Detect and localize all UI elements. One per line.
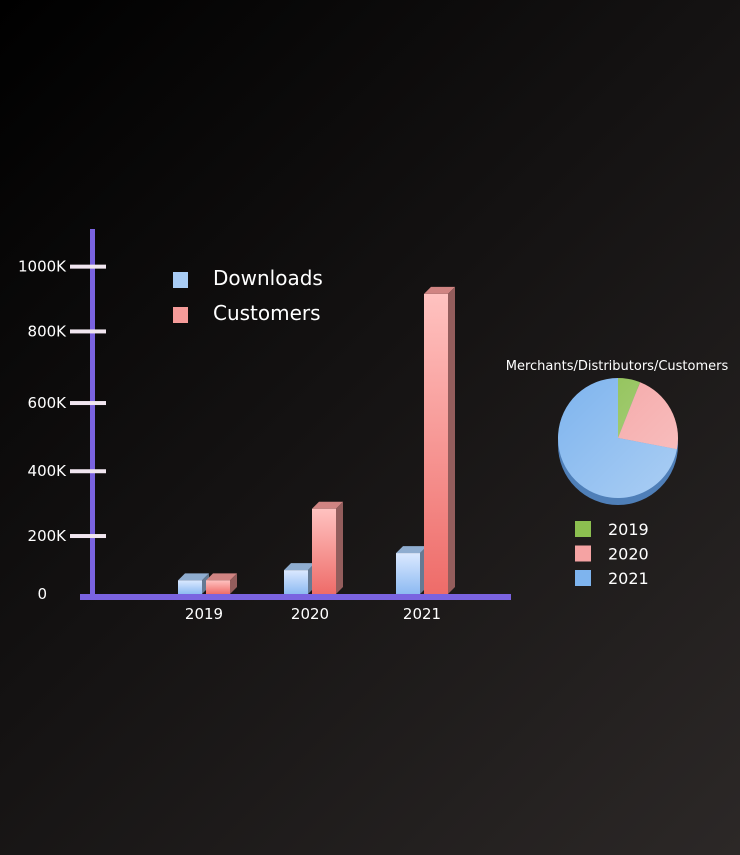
bar-downloads-2019 [178, 573, 209, 594]
y-axis-ticks: 0 200K 400K 600K 800K 1000K [18, 258, 106, 603]
pie-legend-swatch-2021 [575, 570, 591, 586]
pie-chart: Merchants/Distributors/Customers 2019 202… [506, 359, 729, 588]
bar-legend: Downloads Customers [173, 266, 323, 325]
pie-legend-swatch-2020 [575, 545, 591, 562]
x-tick-label: 2021 [403, 605, 441, 623]
bar-downloads-2020 [284, 563, 315, 594]
bar-customers-2019 [206, 573, 237, 594]
legend-label-downloads: Downloads [213, 266, 323, 290]
x-tick-label: 2020 [291, 605, 329, 623]
y-tick-mark [70, 401, 106, 406]
y-tick-mark [70, 264, 106, 269]
y-tick-label: 1000K [18, 258, 67, 276]
pie-legend-swatch-2019 [575, 521, 591, 537]
y-tick-label: 800K [28, 322, 68, 340]
bar-customers-2021 [424, 286, 455, 594]
pie-highlight [558, 378, 678, 498]
legend-swatch-customers [173, 307, 188, 323]
y-axis-line [90, 229, 95, 599]
x-axis-labels: 2019 2020 2021 [185, 605, 441, 623]
pie-legend-label-2021: 2021 [608, 569, 649, 588]
y-tick-label: 0 [37, 585, 47, 603]
y-tick-label: 200K [28, 527, 68, 545]
bar-customers-2020 [312, 501, 343, 594]
y-tick-label: 400K [28, 462, 68, 480]
pie [558, 378, 679, 505]
pie-legend-label-2019: 2019 [608, 520, 649, 539]
pie-legend-label-2020: 2020 [608, 545, 649, 564]
bars [178, 286, 455, 594]
bar-downloads-2021 [396, 546, 427, 594]
legend-label-customers: Customers [213, 301, 321, 325]
pie-title: Merchants/Distributors/Customers [506, 359, 729, 374]
bar-chart: 0 200K 400K 600K 800K 1000K 2019 2020 2021 Down… [18, 229, 511, 623]
y-tick-mark [70, 329, 106, 334]
x-axis-line [80, 594, 511, 600]
x-tick-label: 2019 [185, 605, 223, 623]
legend-swatch-downloads [173, 272, 188, 288]
y-tick-label: 600K [28, 394, 68, 412]
y-tick-mark [70, 534, 106, 539]
y-tick-mark [70, 469, 106, 474]
pie-legend: 2019 2020 2021 [575, 520, 649, 588]
